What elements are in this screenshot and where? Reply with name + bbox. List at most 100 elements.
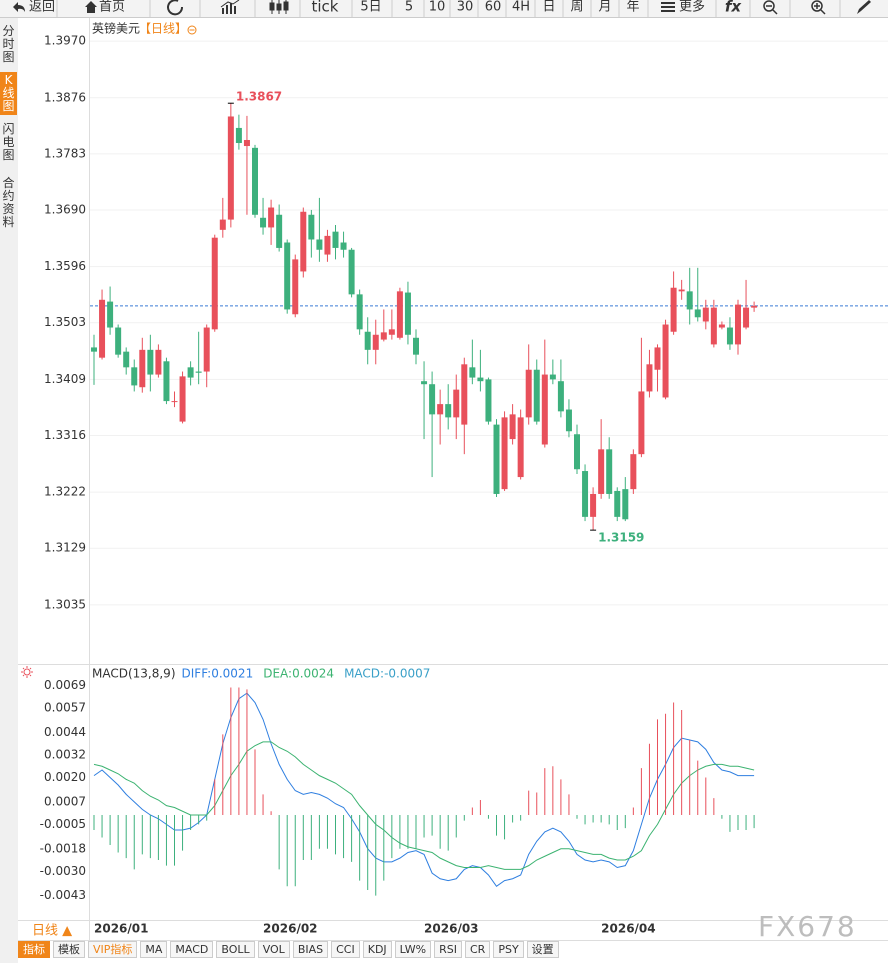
zoom-in-icon[interactable] (811, 0, 826, 15)
y-tick-label: 1.3690 (44, 202, 86, 216)
y-tick-label: 1.3409 (44, 372, 86, 386)
candle-body (525, 369, 532, 418)
candle-body (284, 242, 291, 310)
indicator-tab[interactable]: PSY (493, 941, 524, 958)
indicator-tab[interactable]: CR (465, 941, 491, 958)
candle-body (678, 289, 685, 292)
settings-icon[interactable] (21, 666, 33, 678)
indicator-tabs: 指标 模板 VIP指标 MA MACD BOLL VOL BIAS CCI KDJ LW% RSI CR… (18, 941, 562, 958)
sidebar (0, 18, 18, 963)
candle-body (324, 235, 331, 255)
toolbar-button[interactable]: 返回 (29, 0, 55, 15)
candle-body (187, 367, 194, 378)
period-button[interactable]: 日线 ▲ (32, 924, 72, 939)
candle-body (477, 377, 484, 382)
toolbar-separators (56, 0, 841, 17)
chart-subtitle[interactable]: 【日线】 (139, 22, 187, 36)
indicator-tab[interactable]: RSI (434, 941, 462, 958)
indicator-tab[interactable]: BOLL (216, 941, 255, 958)
candle-body (630, 454, 637, 490)
toolbar-button[interactable]: 30 (457, 0, 474, 15)
sidebar-tab[interactable]: 合约资料 (2, 176, 15, 229)
candle-body (147, 349, 154, 375)
candle-body (751, 305, 758, 308)
indicator-tab[interactable]: KDJ (362, 941, 392, 958)
sidebar-tab[interactable]: K线图 (0, 72, 17, 115)
y-tick-label: 0.0007 (44, 794, 86, 808)
toolbar-button[interactable]: 4H (512, 0, 530, 15)
toolbar-button[interactable]: tick (312, 0, 339, 16)
indicator-tab[interactable]: MA (140, 941, 168, 958)
sidebar-tab[interactable]: 闪电图 (2, 122, 15, 162)
candle-body (308, 214, 315, 240)
indicator-tab[interactable]: 设置 (526, 941, 559, 958)
candle-body (276, 214, 283, 248)
toolbar-button[interactable]: 5日 (360, 0, 381, 15)
candle-body (195, 371, 202, 373)
more-icon[interactable] (661, 2, 675, 12)
toolbar-button[interactable]: 更多 (679, 0, 705, 15)
chart-title: 英镑美元 (92, 21, 140, 36)
indicator-tab[interactable]: VIP指标 (88, 941, 138, 958)
toolbar-button[interactable]: 年 (626, 0, 639, 15)
y-tick-label: -0.0043 (40, 888, 86, 902)
legend-entry: MACD:-0.0007 (344, 667, 430, 681)
legend-entry: DIFF:0.0021 (182, 667, 254, 681)
toolbar-button[interactable]: 60 (485, 0, 502, 15)
y-tick-label: 1.3316 (44, 428, 86, 442)
candle-body (565, 409, 572, 432)
candle-body (743, 307, 750, 328)
sidebar-tab[interactable]: 分时图 (2, 24, 15, 64)
candle-body (710, 307, 717, 345)
pen-icon[interactable] (857, 0, 871, 14)
candle-body (557, 381, 564, 412)
indicator-tab[interactable]: LW% (394, 941, 432, 958)
candle-icon[interactable] (269, 0, 289, 14)
candle-body (99, 299, 106, 358)
candle-body (163, 361, 170, 402)
toolbar-button[interactable]: 日 (542, 0, 555, 15)
toolbar-button[interactable]: fx (725, 0, 743, 16)
indicator-tab[interactable]: 指标 (18, 941, 50, 958)
indicator-tab[interactable]: BIAS (292, 941, 329, 958)
home-icon[interactable] (85, 1, 97, 13)
indicator-tab[interactable]: CCI (331, 941, 360, 958)
candle-body (662, 324, 669, 398)
y-tick-label: 1.3503 (44, 315, 86, 329)
candle-body (646, 364, 653, 392)
indicator-tab[interactable]: 模板 (53, 941, 85, 958)
x-tick-label: 2026/03 (424, 922, 478, 936)
candle-body (598, 449, 605, 494)
candle-body (388, 329, 395, 335)
candle-body (702, 307, 709, 322)
indicator-title: MACD(13,8,9) (92, 667, 176, 681)
candle-body (622, 489, 629, 520)
candle-body (614, 490, 621, 517)
candle-body (413, 337, 419, 355)
refresh-icon[interactable] (167, 0, 184, 16)
toolbar-button[interactable]: 月 (598, 0, 611, 15)
candle-body (316, 239, 323, 250)
toolbar-button[interactable]: 10 (429, 0, 446, 15)
toolbar-button[interactable]: 周 (570, 0, 583, 15)
candle-body (123, 351, 130, 368)
candle-body (171, 401, 178, 403)
back-icon[interactable] (13, 2, 25, 12)
candle-body (252, 147, 258, 215)
zoom-out-icon[interactable] (763, 0, 778, 15)
y-tick-label: 1.3783 (44, 146, 86, 160)
toolbar-button[interactable]: 首页 (99, 0, 125, 15)
title-icon[interactable] (187, 25, 197, 35)
candle-body (686, 291, 693, 310)
candle-body (582, 471, 589, 517)
indicator-tab[interactable]: MACD (170, 941, 214, 958)
toolbar-button[interactable]: 5 (405, 0, 413, 15)
candle-body (115, 327, 122, 355)
candle-body (348, 249, 355, 295)
candle-body (718, 324, 725, 328)
chart-icon[interactable] (220, 0, 240, 14)
extreme-label: 1.3159 (598, 531, 644, 545)
indicator-tab[interactable]: VOL (257, 941, 290, 958)
